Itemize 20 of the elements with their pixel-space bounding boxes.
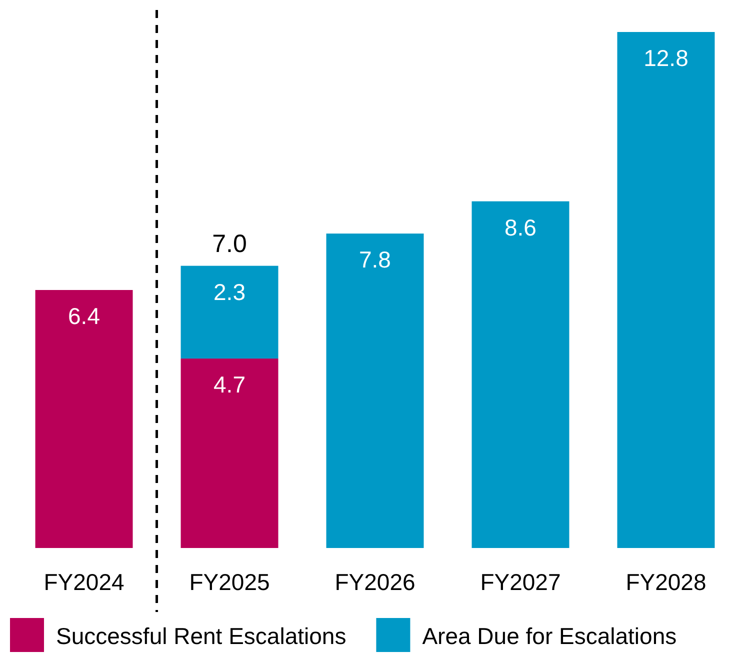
x-tick-label: FY2025 [189, 569, 270, 595]
data-label: 6.4 [68, 303, 100, 329]
bar [180, 266, 278, 359]
data-label: 12.8 [644, 45, 688, 71]
bar [180, 358, 278, 548]
x-tick-label: FY2024 [44, 569, 124, 595]
bar [326, 234, 424, 548]
x-tick-label: FY2027 [480, 569, 561, 595]
data-label: 4.7 [214, 372, 246, 398]
data-label: 8.6 [504, 214, 536, 240]
x-tick-label: FY2026 [334, 569, 416, 595]
bar [35, 290, 133, 548]
data-label: 7.8 [359, 246, 391, 273]
total-label: 7.0 [212, 230, 247, 258]
legend-label: Area Due for Escalations [422, 623, 677, 649]
x-tick-label: FY2028 [626, 569, 706, 595]
data-label: 2.3 [214, 278, 246, 305]
legend-label: Successful Rent Escalations [56, 623, 346, 649]
bar [472, 201, 570, 548]
bar [617, 32, 715, 548]
